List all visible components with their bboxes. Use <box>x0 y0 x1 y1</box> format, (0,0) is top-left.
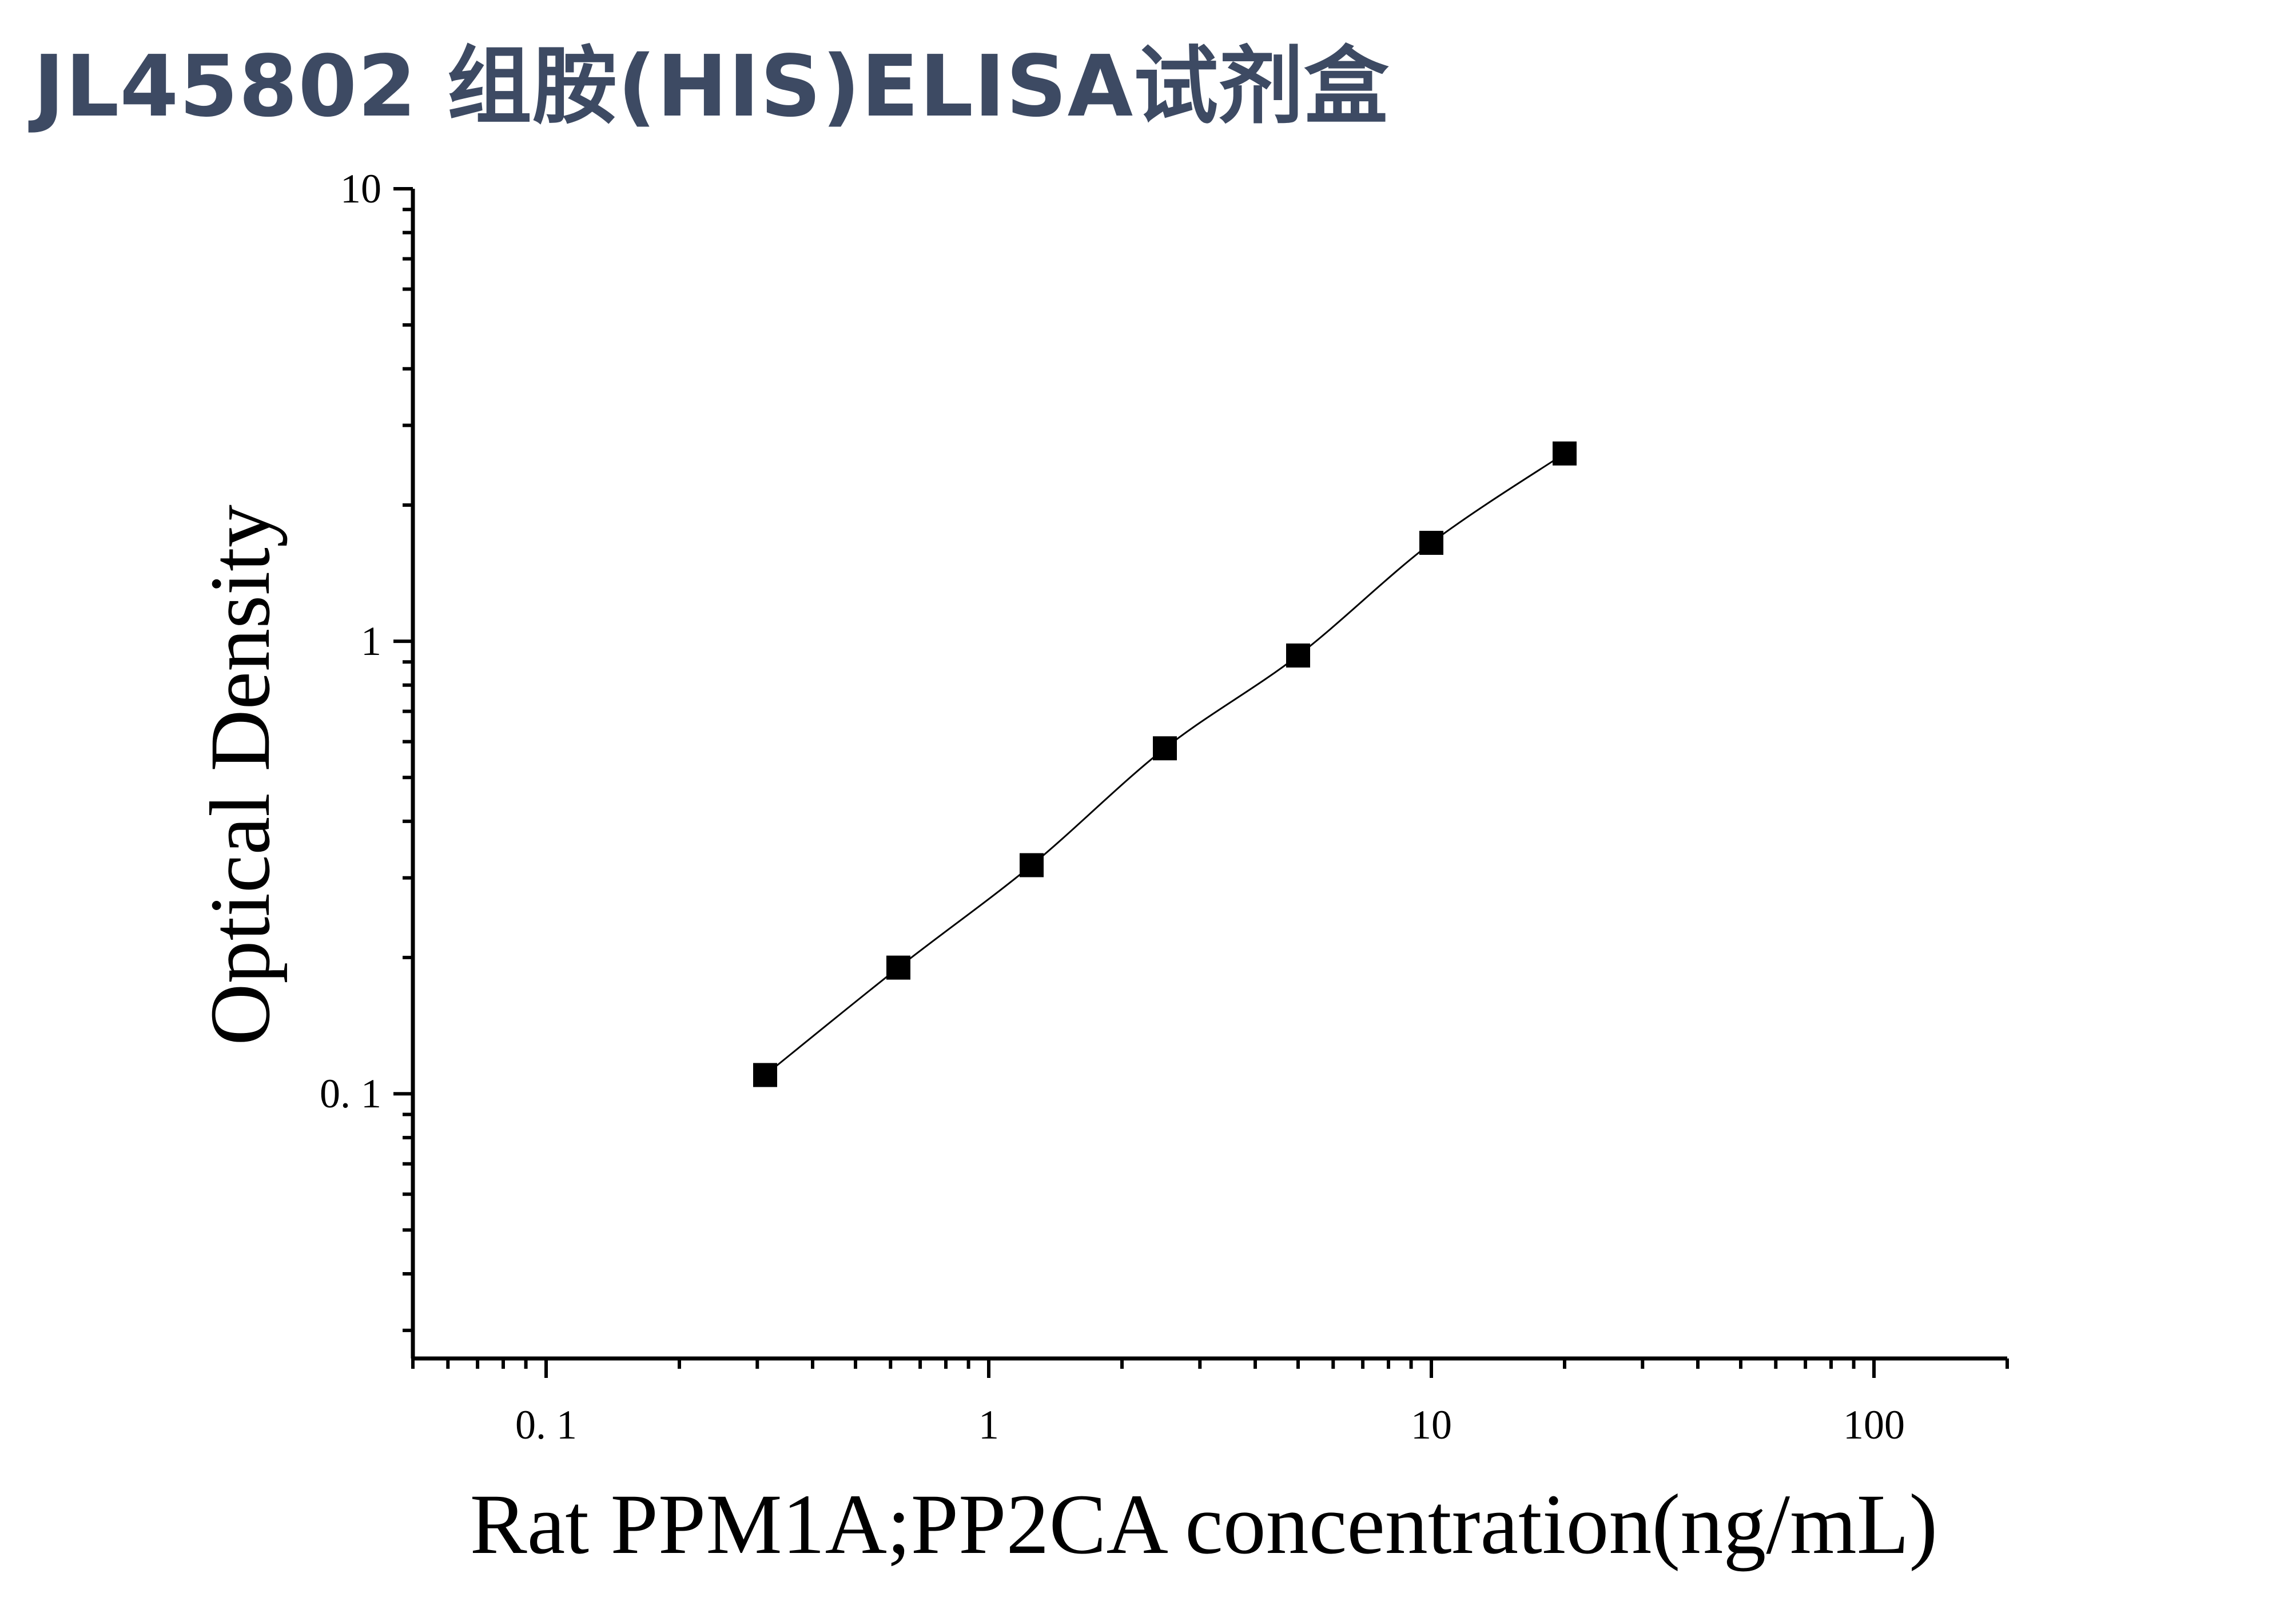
tick-labels: 0. 1 1 10 100 0. 1 1 10 <box>320 166 1905 1448</box>
data-point <box>753 1063 778 1087</box>
data-point <box>1020 853 1044 877</box>
axes <box>411 189 2007 1361</box>
data-point <box>1552 441 1577 466</box>
fit-curve <box>765 452 1565 1076</box>
x-axis-title: Rat PPM1A;PP2CA concentration(ng/mL) <box>470 1477 1938 1572</box>
data-point <box>886 955 911 980</box>
page-title: JL45802 组胺(HIS)ELISA试剂盒 <box>33 37 1390 136</box>
x-tick-label: 1 <box>978 1402 999 1448</box>
ticks <box>393 187 2009 1378</box>
y-axis-title: Optical Density <box>193 504 288 1046</box>
x-tick-label: 0. 1 <box>515 1402 577 1448</box>
y-tick-label: 1 <box>361 618 381 664</box>
data-point <box>1286 643 1311 668</box>
x-tick-label: 100 <box>1843 1402 1905 1448</box>
data-point <box>1153 736 1177 761</box>
x-tick-label: 10 <box>1411 1402 1452 1448</box>
data-points <box>753 441 1577 1087</box>
y-tick-label: 0. 1 <box>320 1071 381 1117</box>
y-tick-label: 10 <box>340 166 381 212</box>
data-point <box>1419 531 1444 555</box>
